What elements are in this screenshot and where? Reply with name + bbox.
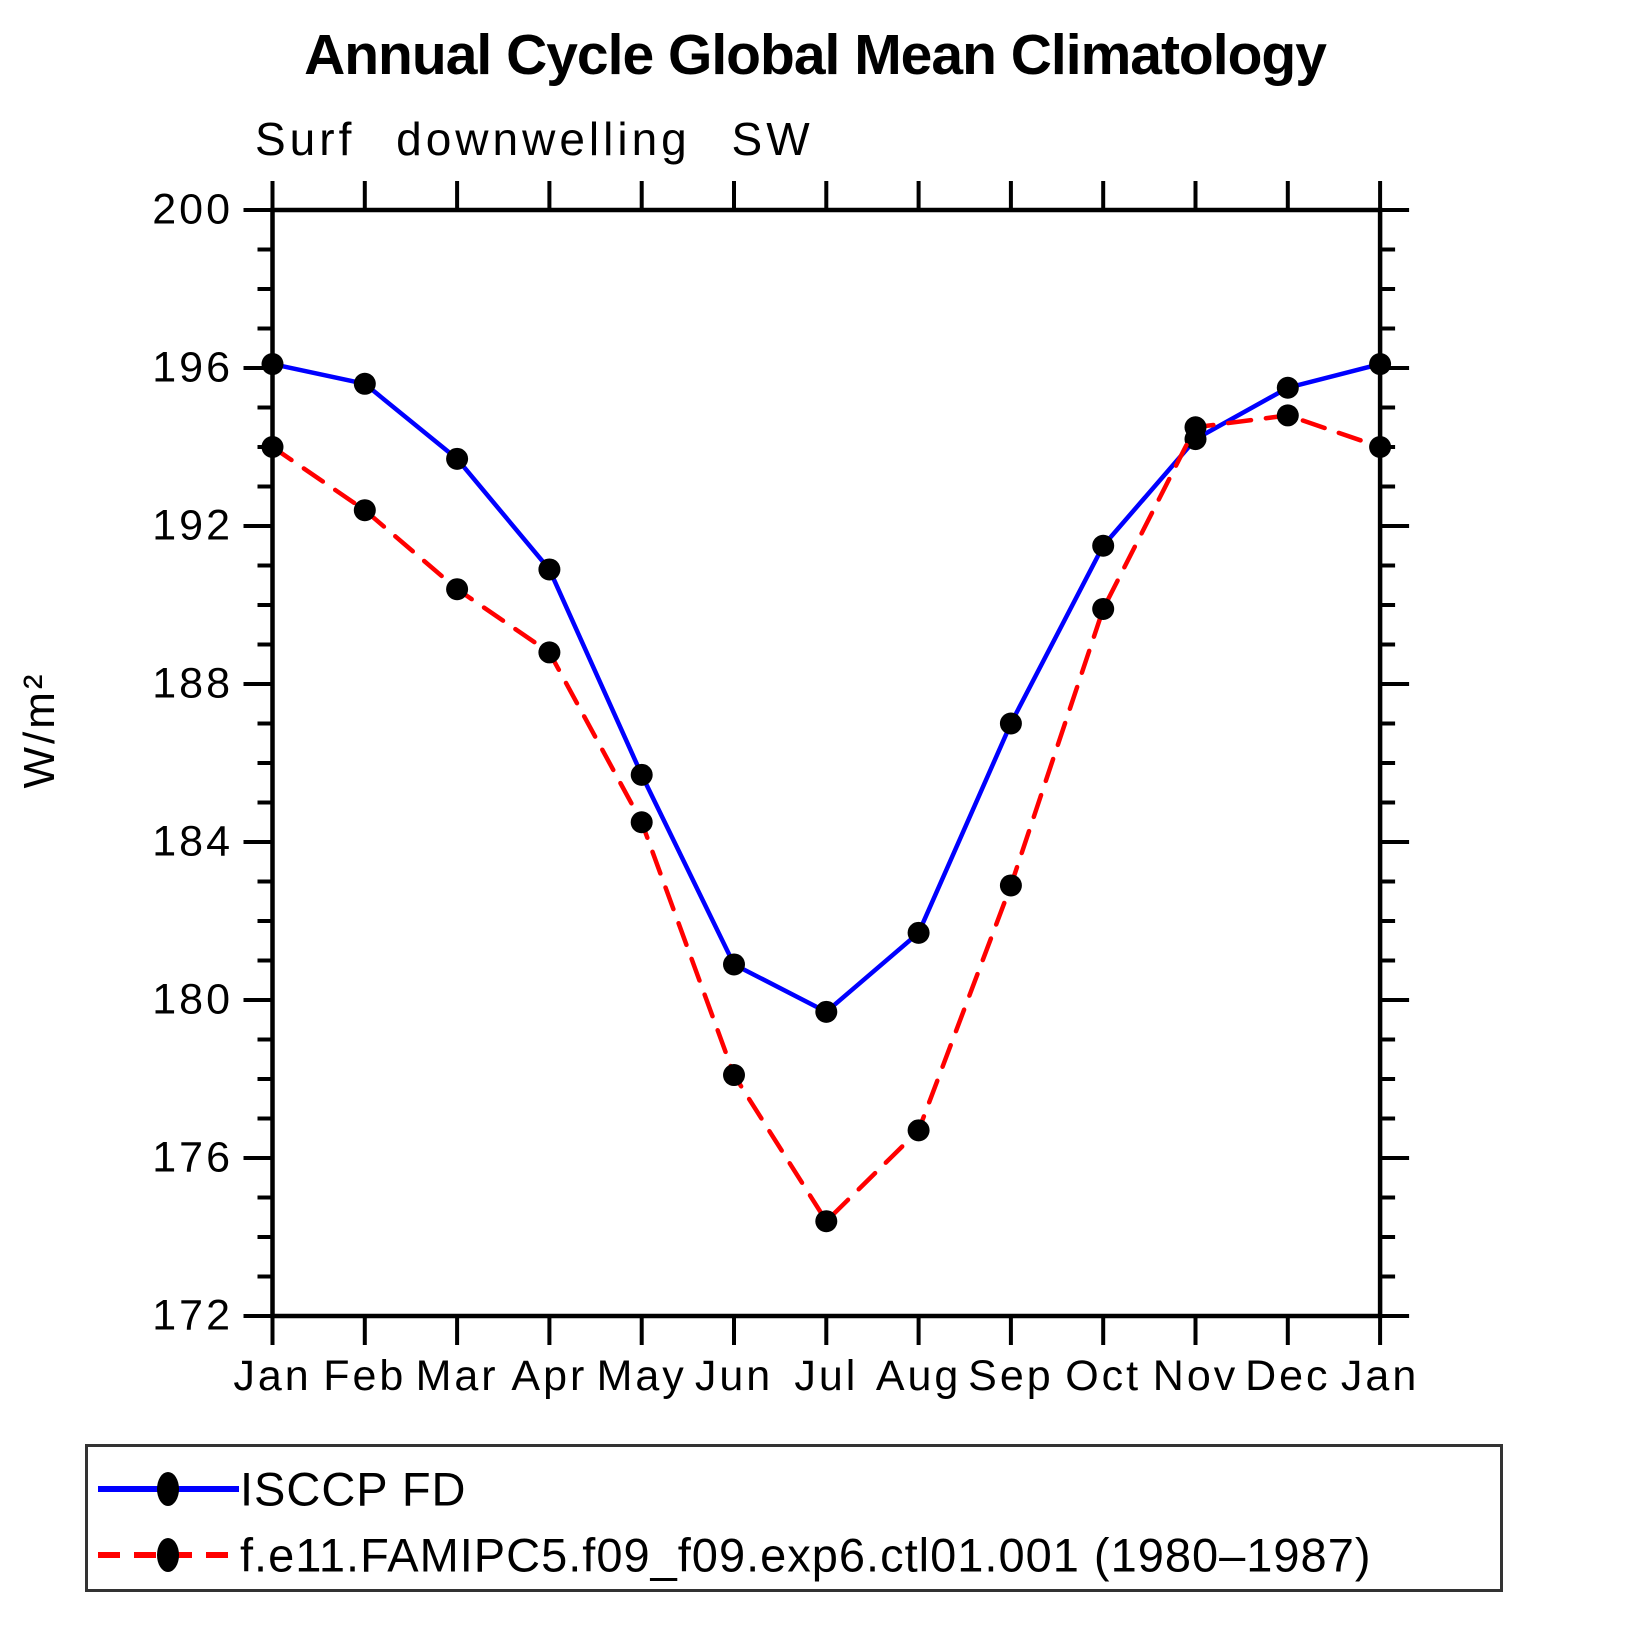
data-point-0-Dec [1276, 376, 1299, 399]
data-point-1-Mar [446, 578, 469, 601]
line-chart [243, 181, 1410, 1345]
data-point-0-Jun [723, 953, 745, 976]
data-point-0-Sep [999, 712, 1022, 735]
x-tick-label: Dec [1245, 1352, 1331, 1400]
legend-item-isccp: ISCCP FD [88, 1457, 1500, 1521]
legend-swatch-solid-line [98, 1472, 239, 1506]
x-tick-label: Sep [968, 1352, 1054, 1400]
x-tick-label: Jul [794, 1352, 859, 1400]
y-tick-label: 184 [152, 817, 233, 866]
data-point-1-Apr [538, 641, 561, 664]
data-point-0-Jan [261, 353, 284, 376]
chart-subtitle: Surf downwelling SW [255, 113, 814, 165]
data-point-0-Aug [907, 921, 930, 944]
y-tick-label: 188 [152, 659, 233, 708]
legend-label-model: f.e11.FAMIPC5.f09_f09.exp6.ctl01.001 (19… [240, 1528, 1372, 1582]
data-point-0-Mar [446, 447, 469, 470]
y-tick-label: 192 [152, 501, 233, 550]
data-point-1-Sep [999, 874, 1022, 897]
y-tick-label: 196 [152, 343, 233, 392]
data-point-1-Dec [1276, 404, 1299, 427]
data-point-0-Feb [353, 372, 376, 395]
legend-marker-dot [157, 1472, 179, 1506]
data-point-0-Apr [538, 558, 561, 581]
x-tick-label: Aug [875, 1352, 962, 1400]
data-point-0-Jul [815, 1000, 838, 1023]
data-point-0-May [630, 763, 653, 786]
legend-label-isccp: ISCCP FD [240, 1462, 467, 1516]
data-point-1-Jul [815, 1210, 838, 1233]
x-tick-label: Mar [415, 1352, 499, 1400]
data-point-1-Oct [1092, 597, 1115, 620]
x-tick-label: Jan [233, 1352, 312, 1400]
data-point-1-Feb [353, 499, 376, 522]
legend-item-model: f.e11.FAMIPC5.f09_f09.exp6.ctl01.001 (19… [88, 1523, 1500, 1587]
y-tick-label: 176 [152, 1133, 233, 1182]
data-point-1-Aug [907, 1119, 930, 1142]
x-tick-label: Nov [1152, 1352, 1239, 1400]
x-tick-label: Oct [1065, 1352, 1142, 1400]
data-point-1-May [630, 811, 653, 834]
x-tick-label: May [596, 1352, 687, 1400]
x-tick-label: Feb [323, 1352, 407, 1400]
plot-frame [270, 207, 1383, 1319]
x-tick-label: Apr [511, 1352, 588, 1400]
data-point-1-Jun [723, 1064, 745, 1087]
legend-swatch-dashed-line [98, 1538, 239, 1572]
y-tick-label: 200 [152, 185, 233, 234]
data-point-1-Jan [1369, 436, 1392, 458]
data-point-1-Nov [1184, 416, 1207, 439]
data-point-0-Jan [1369, 353, 1392, 376]
x-tick-label: Jun [694, 1352, 774, 1400]
data-point-1-Jan [261, 436, 284, 458]
y-tick-label: 180 [152, 975, 233, 1024]
legend-marker-dot [157, 1538, 179, 1572]
series-line-1 [270, 413, 1383, 1224]
x-tick-label: Jan [1340, 1352, 1420, 1400]
y-tick-label: 172 [152, 1291, 233, 1340]
data-point-0-Oct [1092, 534, 1115, 557]
series-line-0 [270, 361, 1383, 1015]
chart-title: Annual Cycle Global Mean Climatology [304, 23, 1327, 87]
legend: ISCCP FD f.e11.FAMIPC5.f09_f09.exp6.ctl0… [85, 1444, 1503, 1592]
